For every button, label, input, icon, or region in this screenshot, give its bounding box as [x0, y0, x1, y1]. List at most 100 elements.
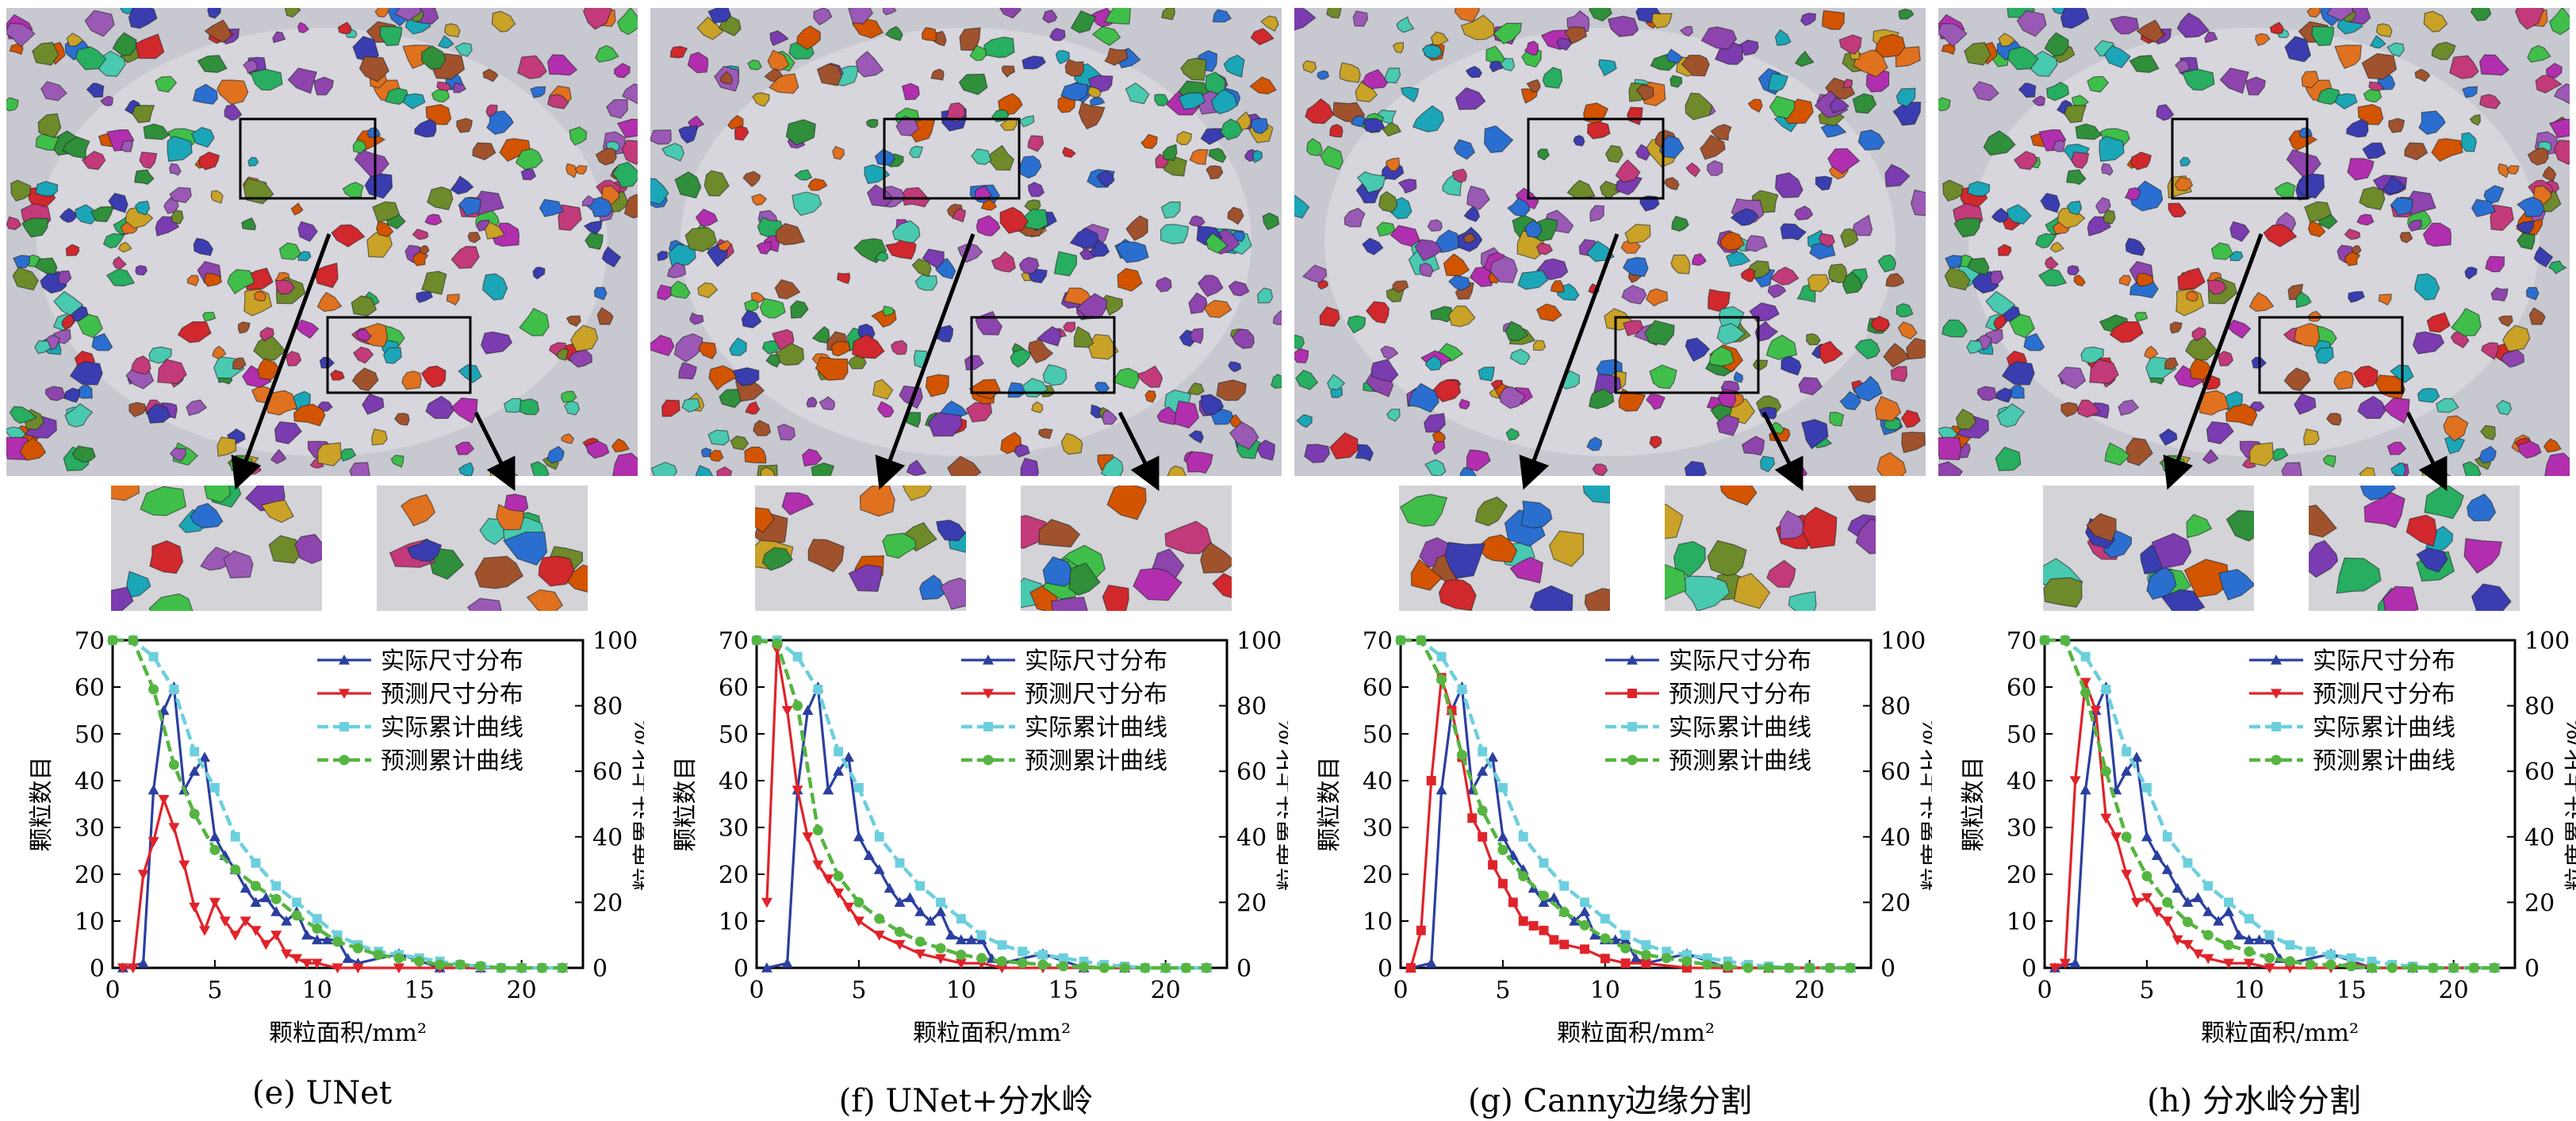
particle	[2483, 185, 2505, 205]
data-point	[2202, 906, 2214, 916]
particle	[503, 532, 548, 566]
particle	[1042, 364, 1068, 386]
particle	[624, 194, 638, 219]
particle	[331, 224, 366, 248]
particle	[1399, 493, 1448, 528]
particle	[1794, 50, 1815, 67]
particle	[2378, 294, 2392, 306]
data-point	[915, 881, 926, 891]
zoom-box-left	[883, 117, 1021, 200]
particle	[76, 313, 104, 339]
particle	[1548, 530, 1585, 567]
y-axis-label: 颗粒数目	[1960, 757, 1988, 852]
particle	[2067, 265, 2080, 276]
data-point	[2224, 897, 2233, 908]
particle	[751, 193, 768, 206]
particle	[1112, 367, 1140, 390]
particle	[2174, 176, 2194, 192]
particle	[2302, 428, 2320, 446]
particle	[1819, 232, 1836, 248]
particle	[621, 140, 638, 165]
y-axis-label: 颗粒数目	[28, 757, 56, 852]
y-right-tick-label: 20	[1880, 889, 1911, 917]
particle	[991, 251, 1016, 273]
particle	[1955, 409, 1977, 430]
particle	[1252, 149, 1263, 163]
particle	[2413, 273, 2440, 301]
particle	[1430, 305, 1454, 323]
particle	[425, 395, 455, 419]
particle	[616, 118, 638, 139]
data-point	[1559, 881, 1570, 891]
particle	[2046, 81, 2070, 102]
particle	[1186, 382, 1205, 396]
segmentation-image	[1938, 8, 2570, 476]
y-right-axis-label: 粒度累计占比/%	[2563, 717, 2576, 891]
particle	[2057, 367, 2087, 390]
legend-label: 实际累计曲线	[381, 714, 523, 742]
particle	[1370, 359, 1399, 382]
particle	[2304, 201, 2333, 224]
particle	[2386, 441, 2407, 455]
particle	[1839, 390, 1861, 411]
particle	[1167, 465, 1187, 476]
data-point	[2151, 850, 2163, 860]
data-point	[976, 953, 987, 964]
particle	[2326, 8, 2354, 21]
data-point	[834, 747, 844, 757]
particle	[241, 217, 257, 231]
particle	[2356, 213, 2375, 226]
particle	[37, 113, 62, 139]
particle	[1589, 8, 1613, 22]
particle	[2129, 55, 2160, 74]
particle	[1838, 34, 1862, 56]
particle	[1305, 98, 1334, 125]
particle	[1096, 171, 1115, 187]
particle	[2351, 244, 2362, 255]
legend-label: 预测尺寸分布	[1669, 681, 1811, 708]
particle	[1453, 139, 1476, 160]
particle	[2514, 8, 2545, 30]
particle	[1996, 403, 2026, 428]
particle	[1840, 228, 1859, 248]
particle	[2314, 347, 2334, 364]
particle	[204, 273, 222, 287]
particle	[1049, 28, 1066, 41]
particle	[313, 76, 334, 96]
data-point	[1558, 907, 1570, 918]
particle	[1180, 57, 1207, 81]
particle	[952, 208, 967, 223]
particle	[375, 220, 394, 238]
particle	[2469, 113, 2482, 126]
data-point	[1017, 958, 1028, 969]
particle	[1089, 239, 1110, 258]
data-point	[2121, 766, 2133, 776]
particle	[1229, 421, 1259, 451]
particle	[1983, 130, 2016, 156]
particle	[2334, 44, 2362, 69]
data-point	[935, 954, 947, 965]
particle	[2352, 365, 2379, 388]
particle	[364, 172, 393, 199]
particle	[401, 370, 422, 390]
particle	[792, 191, 822, 217]
data-point	[270, 906, 282, 916]
particle	[1424, 459, 1447, 476]
particle	[753, 420, 772, 436]
data-point	[454, 959, 466, 970]
data-point	[996, 956, 1007, 967]
particle	[1938, 436, 1962, 461]
particle	[661, 399, 680, 417]
particle	[1944, 267, 1971, 291]
data-point	[292, 897, 301, 908]
particle	[556, 347, 569, 361]
data-point	[895, 858, 905, 868]
particle	[1262, 212, 1280, 231]
particle	[2001, 361, 2035, 386]
particle	[1942, 319, 1968, 338]
data-point	[1018, 946, 1028, 957]
particle	[6, 22, 36, 48]
particle	[560, 433, 575, 444]
particle	[2125, 237, 2146, 256]
particle	[1798, 377, 1823, 396]
